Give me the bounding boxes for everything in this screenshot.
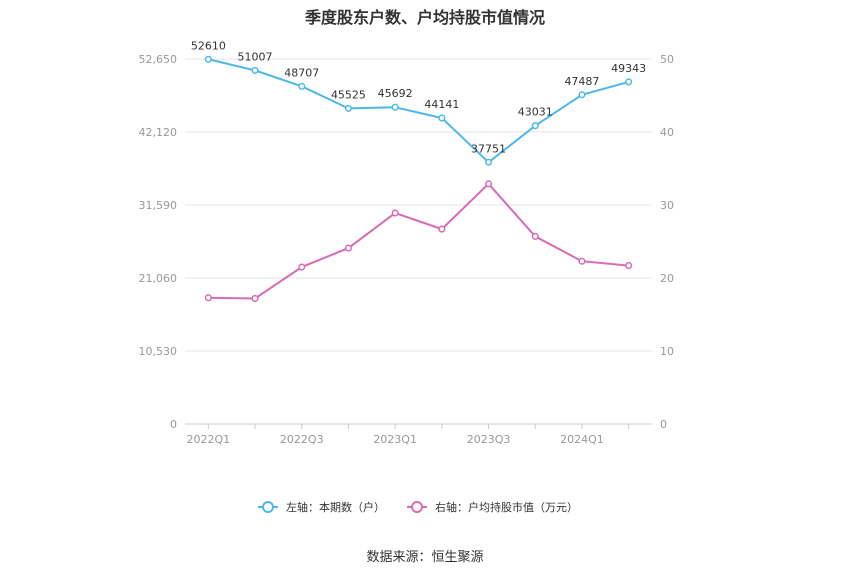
legend-marker	[411, 501, 423, 513]
y-left-tick-label: 31,590	[139, 199, 178, 212]
series-1-point	[298, 82, 306, 90]
series-2-point	[578, 257, 586, 265]
y-right-tick-label: 0	[660, 418, 667, 431]
series-1-point	[485, 158, 493, 166]
series-1-point	[251, 66, 259, 74]
series-1-point	[344, 104, 353, 112]
y-left-tick-label: 0	[170, 418, 177, 431]
data-label: 51007	[238, 50, 273, 63]
y-left-tick-label: 42,120	[139, 126, 178, 139]
y-left-tick-label: 21,060	[139, 272, 178, 285]
series-1-point	[625, 78, 633, 86]
chart-svg: 0 0 10,530 10 21,060 20 31,590 30 42,120 40 52,650…	[139, 39, 675, 514]
y-left-tick-label: 52,650	[139, 53, 178, 66]
series-1-point	[578, 91, 586, 99]
series-2-point	[531, 232, 539, 240]
y-left-tick-label: 10,530	[139, 345, 178, 358]
chart-title: 季度股东户数、户均持股市值情况	[304, 8, 545, 27]
series-line-1	[208, 58, 629, 164]
series-2-point	[438, 225, 446, 233]
y-right-tick-label: 20	[660, 272, 674, 285]
data-label: 52610	[191, 39, 226, 52]
y-right-tick-label: 10	[660, 345, 674, 358]
legend-marker	[262, 501, 274, 513]
x-tick-label: 2023Q1	[373, 433, 417, 446]
y-right-tick-label: 40	[660, 126, 674, 139]
series-2-point	[391, 209, 399, 217]
x-tick-label: 2024Q1	[560, 433, 604, 446]
data-label: 47487	[564, 75, 599, 88]
series-line-2	[208, 182, 629, 300]
series-2-point	[625, 262, 633, 270]
data-label: 44141	[424, 98, 459, 111]
data-label: 37751	[471, 142, 506, 155]
series-1-point	[438, 114, 446, 122]
series-1-point	[531, 122, 539, 130]
x-tick-label: 2022Q3	[280, 433, 324, 446]
series-2-point	[485, 180, 493, 188]
x-tick-label: 2023Q3	[467, 433, 511, 446]
data-label: 43031	[518, 106, 553, 119]
y-right-tick-label: 30	[660, 199, 674, 212]
series-1-point	[391, 103, 399, 111]
y-right-tick-label: 50	[660, 53, 674, 66]
series-1-point	[204, 55, 212, 63]
data-label: 45692	[378, 87, 413, 100]
legend-label: 右轴：户均持股市值（万元）	[435, 500, 578, 514]
data-source: 数据来源：恒生聚源	[366, 550, 484, 565]
data-label: 45525	[331, 88, 366, 101]
series-2-point	[251, 294, 259, 302]
series-2-point	[298, 263, 306, 271]
series-2-point	[204, 294, 212, 302]
x-tick-label: 2022Q1	[187, 433, 231, 446]
data-label: 48707	[284, 66, 319, 79]
data-label: 49343	[611, 62, 646, 75]
series-2-point	[344, 244, 353, 252]
legend-label: 左轴：本期数（户）	[286, 500, 385, 514]
